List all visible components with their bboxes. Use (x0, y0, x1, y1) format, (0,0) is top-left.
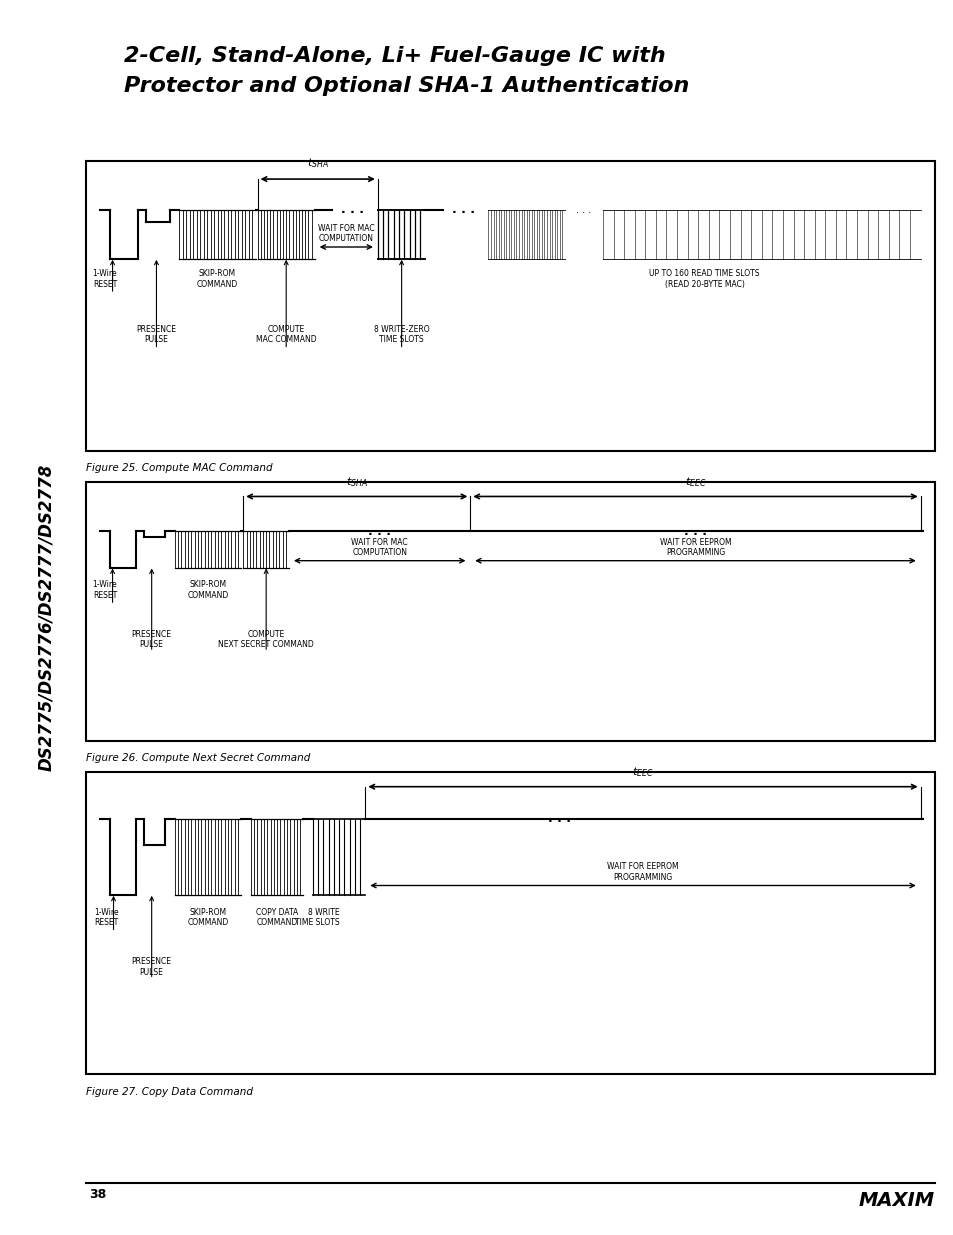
Text: . . .: . . . (683, 525, 706, 537)
Text: PRESENCE
PULSE: PRESENCE PULSE (132, 957, 172, 977)
Text: Figure 25. Compute MAC Command: Figure 25. Compute MAC Command (86, 463, 273, 473)
Text: 1-Wire
RESET: 1-Wire RESET (94, 908, 119, 927)
Text: Figure 26. Compute Next Secret Command: Figure 26. Compute Next Secret Command (86, 753, 310, 763)
Text: SKIP-ROM
COMMAND: SKIP-ROM COMMAND (196, 269, 238, 289)
Text: WAIT FOR EEPROM
PROGRAMMING: WAIT FOR EEPROM PROGRAMMING (606, 862, 679, 882)
Text: 8 WRITE
TIME SLOTS: 8 WRITE TIME SLOTS (294, 908, 339, 927)
Text: COMPUTE
NEXT SECRET COMMAND: COMPUTE NEXT SECRET COMMAND (218, 630, 314, 650)
Text: COMPUTE
MAC COMMAND: COMPUTE MAC COMMAND (255, 325, 316, 345)
Bar (86, 772, 934, 1074)
Text: PRESENCE
PULSE: PRESENCE PULSE (132, 630, 172, 650)
Text: SKIP-ROM
COMMAND: SKIP-ROM COMMAND (187, 580, 229, 600)
Text: DS2775/DS2776/DS2777/DS2778: DS2775/DS2776/DS2777/DS2778 (37, 464, 54, 771)
Text: WAIT FOR MAC
COMPUTATION: WAIT FOR MAC COMPUTATION (351, 537, 408, 557)
Text: UP TO 160 READ TIME SLOTS
(READ 20-BYTE MAC): UP TO 160 READ TIME SLOTS (READ 20-BYTE … (649, 269, 759, 289)
Text: . . .: . . . (341, 204, 364, 216)
Text: 2-Cell, Stand-Alone, Li+ Fuel-Gauge IC with: 2-Cell, Stand-Alone, Li+ Fuel-Gauge IC w… (124, 46, 665, 65)
Text: SKIP-ROM
COMMAND: SKIP-ROM COMMAND (187, 908, 229, 927)
Text: . . .: . . . (452, 204, 475, 216)
Text: MAXIM: MAXIM (858, 1191, 934, 1210)
Text: $t_{EEC}$: $t_{EEC}$ (684, 475, 705, 489)
Text: COPY DATA
COMMAND: COPY DATA COMMAND (255, 908, 298, 927)
Text: $t_{SHA}$: $t_{SHA}$ (346, 475, 367, 489)
Text: $t_{EEC}$: $t_{EEC}$ (632, 766, 653, 779)
Text: WAIT FOR EEPROM
PROGRAMMING: WAIT FOR EEPROM PROGRAMMING (659, 537, 731, 557)
Text: $t_{SHA}$: $t_{SHA}$ (307, 157, 328, 170)
Text: 38: 38 (89, 1188, 106, 1200)
Text: . . .: . . . (368, 525, 391, 537)
Text: . . .: . . . (548, 813, 571, 825)
Text: . . .: . . . (576, 205, 591, 215)
Text: Figure 27. Copy Data Command: Figure 27. Copy Data Command (86, 1087, 253, 1097)
Bar (86, 161, 934, 451)
Text: 1-Wire
RESET: 1-Wire RESET (92, 269, 117, 289)
Text: Protector and Optional SHA-1 Authentication: Protector and Optional SHA-1 Authenticat… (124, 77, 689, 96)
Text: 8 WRITE-ZERO
TIME SLOTS: 8 WRITE-ZERO TIME SLOTS (374, 325, 429, 345)
Text: 1-Wire
RESET: 1-Wire RESET (92, 580, 117, 600)
Text: WAIT FOR MAC
COMPUTATION: WAIT FOR MAC COMPUTATION (317, 224, 375, 243)
Bar (86, 482, 934, 741)
Text: PRESENCE
PULSE: PRESENCE PULSE (136, 325, 176, 345)
